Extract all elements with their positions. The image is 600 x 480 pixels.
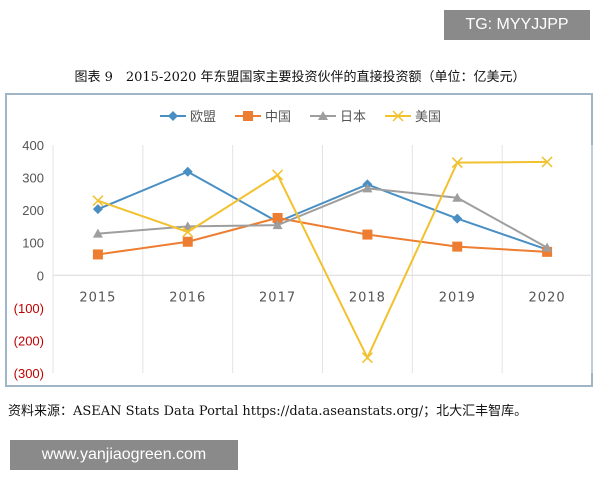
- x-tick-label: 2017: [259, 290, 296, 305]
- legend-label: 欧盟: [190, 110, 216, 125]
- data-point: [92, 195, 104, 207]
- data-point: [452, 241, 463, 252]
- x-tick-label: 2019: [439, 290, 476, 305]
- series-line-中国: [97, 216, 548, 256]
- data-point: [182, 166, 193, 177]
- data-point: [362, 183, 373, 193]
- y-tick-label: (200): [14, 333, 44, 348]
- data-point: [182, 226, 194, 238]
- y-tick-label: 400: [22, 138, 44, 153]
- data-point: [452, 192, 463, 202]
- data-point: [272, 169, 284, 181]
- data-point: [542, 242, 553, 252]
- watermark-top: TG: MYYJJPP: [444, 10, 590, 40]
- data-point: [168, 111, 178, 121]
- series-line-欧盟: [97, 170, 548, 251]
- data-point: [272, 220, 283, 230]
- data-point: [182, 221, 193, 231]
- x-tick-label: 2016: [169, 290, 206, 305]
- watermark-bottom: www.yanjiaogreen.com: [10, 440, 238, 470]
- y-tick-label: 200: [22, 203, 44, 218]
- y-tick-label: (100): [14, 301, 44, 316]
- data-point: [542, 246, 553, 257]
- data-point: [452, 213, 463, 224]
- x-tick-label: 2020: [529, 290, 566, 305]
- x-tick-label: 2015: [79, 290, 116, 305]
- data-point: [392, 110, 404, 122]
- y-tick-label: 100: [22, 236, 44, 251]
- data-point: [92, 228, 103, 238]
- series-line-美国: [97, 160, 548, 361]
- source-note: 资料来源：ASEAN Stats Data Portal https://dat…: [8, 404, 528, 419]
- legend-label: 日本: [340, 110, 366, 125]
- data-point: [451, 157, 463, 169]
- x-tick-label: 2018: [349, 290, 386, 305]
- data-point: [362, 229, 373, 240]
- y-tick-label: (300): [14, 366, 44, 381]
- data-point: [318, 111, 328, 120]
- data-point: [243, 111, 253, 121]
- data-point: [92, 249, 103, 260]
- data-point: [92, 204, 103, 215]
- data-point: [361, 352, 373, 364]
- data-point: [272, 212, 283, 223]
- y-tick-label: 0: [37, 268, 44, 283]
- data-point: [541, 156, 553, 168]
- legend-label: 美国: [415, 110, 441, 125]
- figure-title: 图表 9 2015-2020 年东盟国家主要投资伙伴的直接投资额（单位：亿美元）: [74, 70, 526, 85]
- legend-label: 中国: [265, 110, 291, 125]
- y-tick-label: 300: [22, 171, 44, 186]
- data-point: [182, 236, 193, 247]
- line-chart: 400 300 200 100 0 (100) (200) (300) 2015 2016 2017…: [14, 110, 593, 381]
